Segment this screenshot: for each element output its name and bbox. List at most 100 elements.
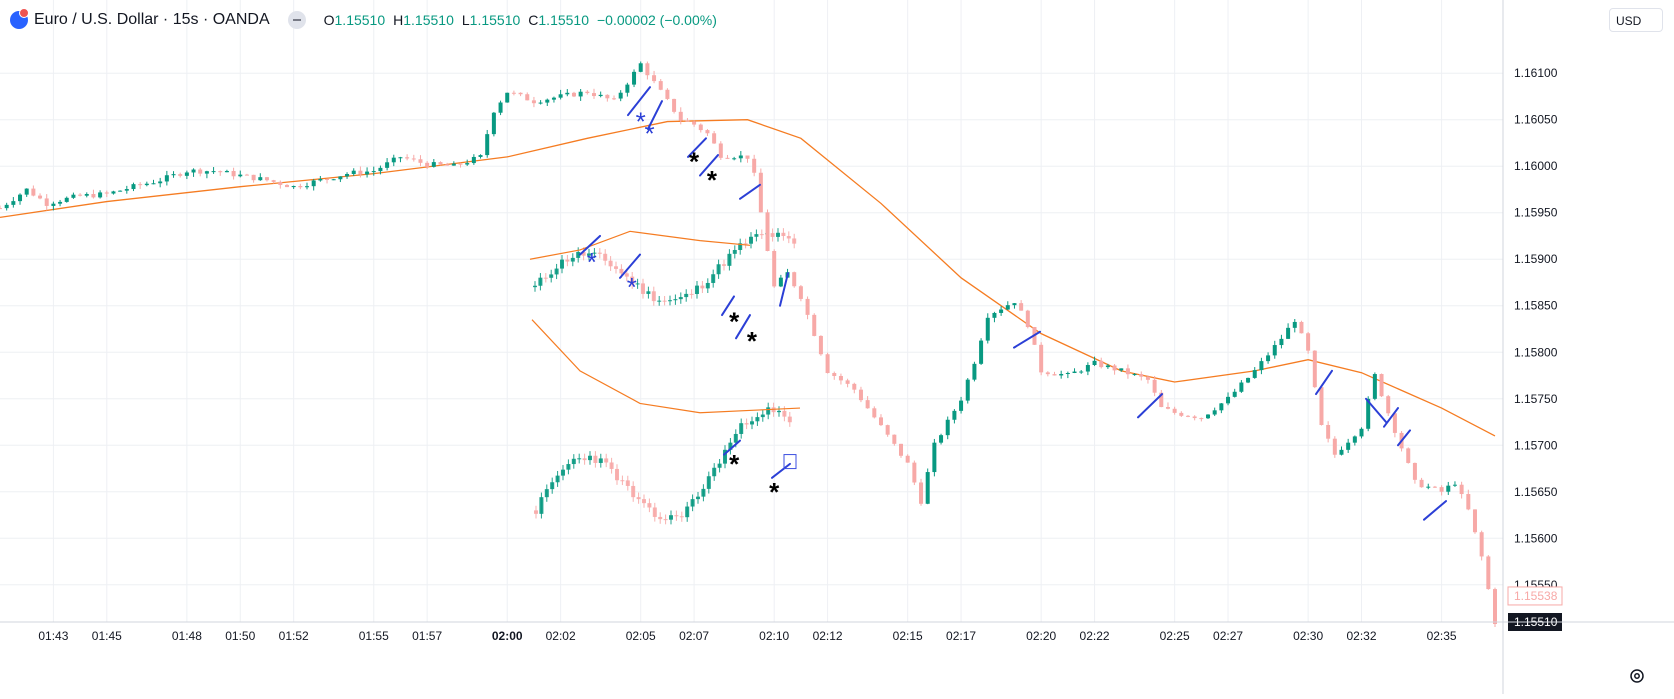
ghost-candle-body [712, 467, 717, 477]
candle-body [765, 212, 770, 251]
blue-asterisk-marker: * [627, 272, 637, 302]
y-tick-label: 1.15900 [1514, 252, 1558, 266]
candle-body [885, 425, 890, 435]
candle-body [1326, 424, 1331, 439]
candle-body [305, 186, 310, 188]
ohlc-open: O1.15510 [323, 12, 386, 28]
candle-body [758, 172, 763, 213]
candle-body [258, 177, 263, 181]
candle-body [505, 92, 510, 103]
ghost-candle-body [738, 243, 743, 250]
ghost-candle-body [624, 273, 629, 277]
annotation-box [783, 454, 797, 470]
settings-gear-icon[interactable] [1628, 667, 1646, 685]
ghost-candle-body [722, 264, 726, 266]
secondary-price-tag [1507, 586, 1563, 606]
candle-body [1493, 589, 1497, 625]
candle-body [625, 84, 630, 93]
candle-body [1312, 350, 1317, 388]
candle-body [1105, 365, 1110, 368]
annotation-trend-line [779, 272, 789, 307]
candle-body [812, 314, 817, 336]
currency-button[interactable]: USD [1609, 8, 1663, 32]
ghost-candle-body [549, 274, 554, 278]
blue-asterisk-marker: * [587, 247, 597, 277]
ghost-candle-body [684, 293, 689, 298]
candle-body [104, 192, 109, 194]
candle-body [1352, 436, 1357, 443]
candle-body [1112, 365, 1117, 371]
ghost-candle-body [592, 252, 597, 254]
ghost-candle-body [593, 455, 598, 463]
x-tick-label: 01:55 [359, 629, 389, 643]
ghost-candle-body [759, 234, 764, 236]
candle-body [1266, 355, 1271, 362]
candle-body [485, 134, 490, 156]
candle-body [1412, 462, 1417, 480]
ghost-candle-body [543, 277, 548, 279]
candle-body [1092, 360, 1097, 365]
blue-asterisk-marker: * [636, 107, 646, 137]
ghost-candle-body [619, 268, 624, 274]
candle-body [945, 419, 950, 436]
ghost-candle-body [723, 449, 727, 464]
candle-body [1432, 486, 1437, 488]
candle-body [38, 195, 43, 199]
candle-body [919, 482, 924, 504]
candle-body [865, 400, 870, 409]
candle-body [284, 184, 289, 188]
x-tick-label: 02:12 [813, 629, 843, 643]
ohlc-high: H1.15510 [393, 12, 454, 28]
candle-body [752, 158, 757, 173]
candle-body [612, 98, 617, 100]
candle-body [1072, 371, 1077, 374]
ghost-candle-body [550, 482, 555, 490]
annotation-trend-line [1365, 397, 1387, 424]
hide-legend-icon[interactable] [287, 11, 306, 29]
candle-body [191, 169, 196, 173]
candle-body [365, 171, 370, 175]
candle-body [118, 190, 123, 192]
candle-body [585, 91, 590, 94]
candle-body [852, 383, 857, 390]
candle-body [1226, 396, 1231, 404]
symbol-title[interactable]: Euro / U.S. Dollar · 15s · OANDA [34, 11, 270, 28]
candle-body [605, 94, 610, 99]
candle-body [1299, 321, 1304, 334]
black-asterisk-marker: * [769, 477, 780, 507]
annotation-trend-line [1383, 407, 1399, 428]
y-tick-label: 1.15800 [1514, 345, 1558, 359]
x-tick-label: 02:15 [893, 629, 923, 643]
ghost-candle-body [792, 238, 797, 244]
ghost-candle-body [668, 300, 672, 302]
candle-body [385, 162, 390, 168]
candle-body [1192, 416, 1197, 419]
candle-body [58, 201, 63, 204]
candle-body [264, 177, 269, 181]
ghost-candle-body [743, 243, 748, 245]
ghost-candle-body [539, 497, 544, 514]
annotation-trend-line [771, 462, 791, 479]
ghost-candle-body [647, 503, 652, 508]
candle-body [204, 171, 209, 174]
candle-body [939, 435, 944, 443]
candle-body [818, 335, 823, 355]
ghost-candle-body [776, 232, 780, 237]
candle-body [151, 183, 156, 185]
candle-body [1232, 391, 1237, 397]
ghost-candle-body [630, 276, 635, 285]
candle-body [218, 171, 223, 173]
candle-body [1339, 449, 1344, 455]
candle-body [738, 155, 743, 159]
ghost-candle-body [597, 252, 602, 254]
ghost-candle-body [561, 469, 565, 476]
black-asterisk-marker: * [707, 165, 718, 195]
ghost-candle-body [728, 442, 733, 450]
candle-body [1426, 486, 1431, 488]
ghost-candle-body [786, 236, 791, 239]
y-tick-label: 1.15600 [1514, 531, 1558, 545]
ghost-candle-body [646, 291, 651, 294]
candle-body [985, 317, 990, 341]
